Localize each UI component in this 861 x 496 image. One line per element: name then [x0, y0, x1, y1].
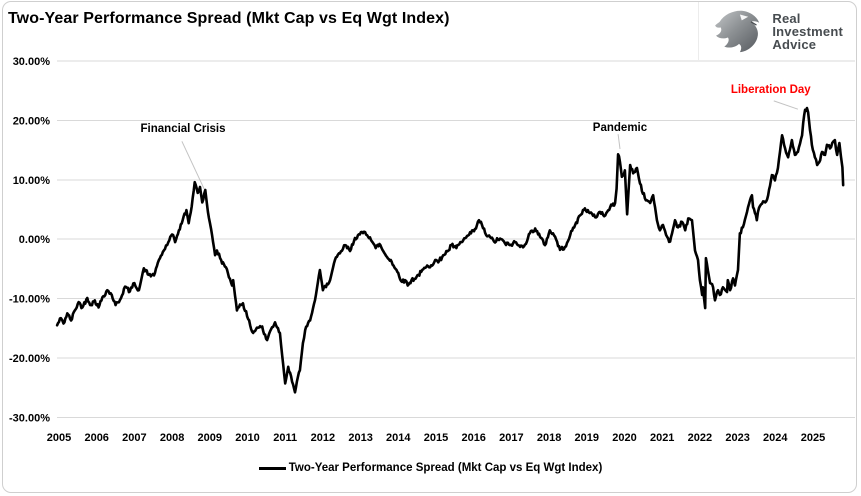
x-tick-label: 2023: [725, 432, 749, 444]
series-line: [55, 106, 845, 394]
x-tick-label: 2013: [348, 432, 372, 444]
brand-line-2: Investment: [772, 23, 843, 39]
annotation-leader-line: [773, 100, 799, 110]
x-tick-label: 2011: [273, 432, 297, 444]
y-tick-label: -20.00%: [9, 353, 50, 365]
y-tick-label: 20.00%: [13, 116, 51, 128]
brand-name: Real Investment Advice: [772, 12, 843, 51]
x-tick-label: 2020: [612, 432, 636, 444]
annotation-leader-line: [181, 141, 205, 190]
y-tick-label: -30.00%: [9, 412, 50, 424]
annotation-liberation-day: Liberation Day: [730, 84, 811, 97]
eagle-head-icon: [715, 10, 760, 53]
x-tick-label: 2010: [235, 432, 259, 444]
annotation-pandemic: Pandemic: [592, 122, 648, 135]
x-tick-label: 2008: [160, 432, 184, 444]
x-tick-label: 2021: [650, 432, 674, 444]
x-tick-label: 2025: [801, 432, 825, 444]
legend-series-label: Two-Year Performance Spread (Mkt Cap vs …: [288, 462, 603, 474]
x-tick-label: 2007: [122, 432, 146, 444]
brand-line-3: Advice: [772, 36, 817, 52]
chart-title: Two-Year Performance Spread (Mkt Cap vs …: [8, 10, 450, 27]
x-tick-label: 2005: [47, 432, 71, 444]
y-tick-label: 10.00%: [13, 175, 51, 187]
x-tick-label: 2017: [499, 432, 523, 444]
y-tick-label: 30.00%: [13, 56, 51, 68]
x-tick-label: 2019: [575, 432, 599, 444]
brand-logo: Real Investment Advice: [698, 2, 851, 61]
x-tick-label: 2022: [688, 432, 712, 444]
x-tick-label: 2006: [84, 432, 108, 444]
y-tick-label: -10.00%: [9, 294, 50, 306]
x-tick-label: 2016: [461, 432, 485, 444]
annotation-leader-line: [617, 134, 621, 150]
x-tick-label: 2009: [198, 432, 222, 444]
x-tick-label: 2024: [763, 432, 788, 444]
x-tick-label: 2015: [424, 432, 448, 444]
x-tick-label: 2014: [386, 432, 411, 444]
legend-line-swatch: [258, 466, 286, 470]
legend: Two-Year Performance Spread (Mkt Cap vs …: [0, 462, 861, 474]
annotation-financial-crisis: Financial Crisis: [140, 122, 226, 135]
brand-line-1: Real: [772, 10, 801, 26]
x-tick-label: 2018: [537, 432, 561, 444]
y-tick-label: 0.00%: [19, 234, 50, 246]
x-tick-label: 2012: [311, 432, 335, 444]
